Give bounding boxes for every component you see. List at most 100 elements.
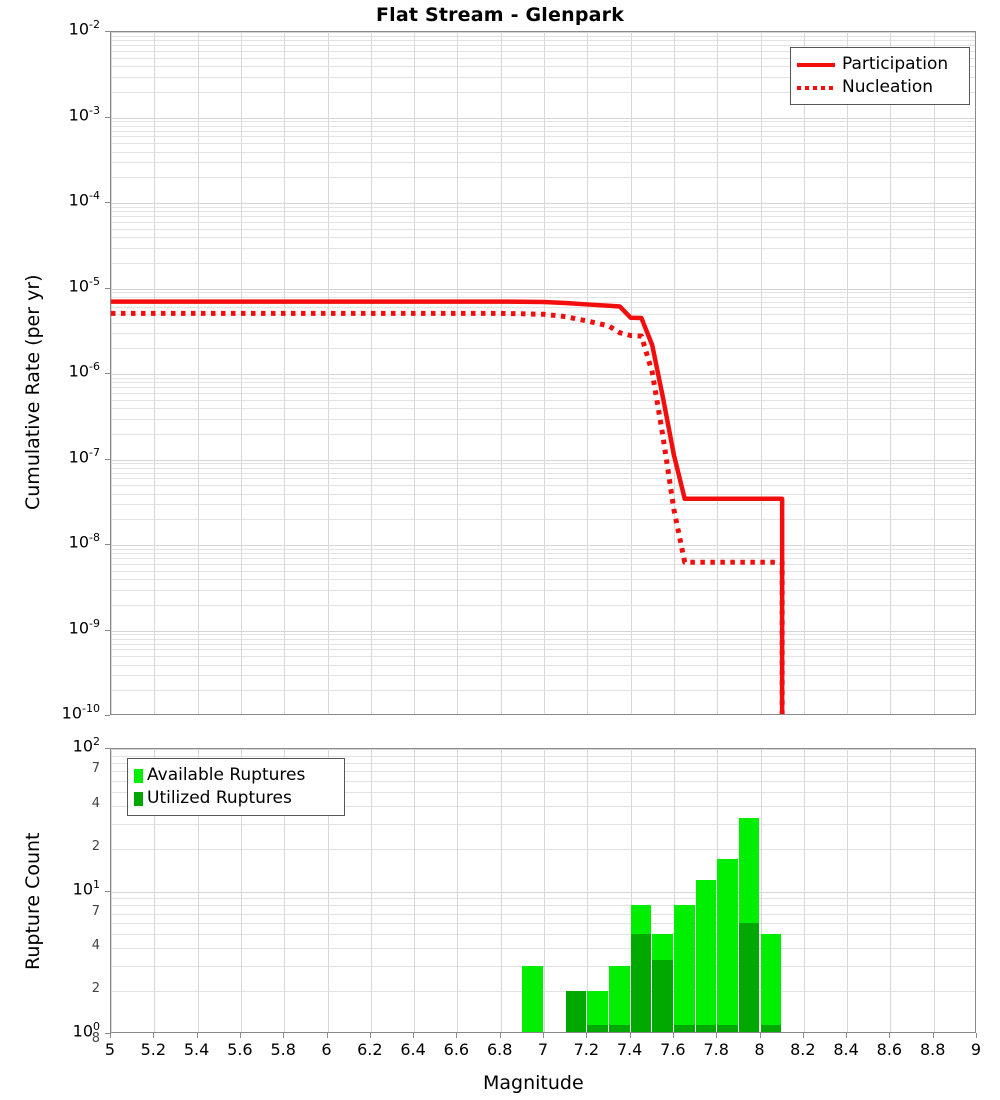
grid-line-minor (111, 780, 975, 782)
grid-line-minor (111, 206, 975, 208)
x-tick (716, 1033, 718, 1038)
grid-line-minor (111, 589, 975, 591)
grid-line-minor (111, 690, 975, 692)
x-tick (413, 1033, 415, 1038)
grid-line-minor (111, 35, 975, 37)
page-title: Flat Stream - Glenpark (375, 4, 625, 26)
grid-line-vertical (933, 32, 935, 714)
top-y-tick (105, 715, 110, 716)
bar-available (522, 966, 543, 1032)
grid-line-minor (111, 130, 975, 132)
grid-line-minor (111, 823, 975, 825)
grid-line-vertical (803, 32, 805, 714)
grid-line-vertical (284, 749, 286, 1032)
grid-line-minor (111, 322, 975, 324)
legend-item[interactable]: Nucleation (797, 76, 962, 99)
grid-line-minor (111, 548, 975, 550)
top-y-tick (105, 202, 110, 203)
grid-line-vertical (890, 749, 892, 1032)
x-tick-label: 6.6 (443, 1040, 470, 1059)
bottom-y-minor-label: 8 (91, 1031, 100, 1046)
grid-line-vertical (197, 32, 199, 714)
legend-item[interactable]: Utilized Ruptures (134, 787, 337, 810)
grid-line-minor (111, 262, 975, 264)
grid-line-minor (111, 57, 975, 59)
grid-line-vertical (500, 32, 502, 714)
bar-available (608, 966, 630, 1032)
cumulative-rate-plot (110, 31, 976, 715)
grid-line-minor (111, 348, 975, 350)
grid-line-minor (111, 570, 975, 572)
top-y-tick-label: 10-3 (68, 103, 100, 124)
grid-line-minor (111, 504, 975, 506)
grid-line-minor (111, 387, 975, 389)
legend-item[interactable]: Participation (797, 53, 962, 76)
x-tick-label: 7.8 (703, 1040, 729, 1059)
x-tick (759, 1033, 761, 1038)
legend-item[interactable]: Available Ruptures (134, 764, 337, 787)
x-tick (283, 1033, 285, 1038)
grid-line-minor (111, 247, 975, 249)
grid-line-minor (111, 392, 975, 394)
top-y-tick-label: 10-10 (61, 702, 100, 723)
x-tick (110, 1033, 111, 1038)
bar-available (760, 934, 782, 1032)
grid-line-minor (111, 791, 975, 793)
grid-line-minor (111, 399, 975, 401)
grid-line-minor (111, 675, 975, 677)
grid-line-vertical (111, 32, 112, 714)
grid-line-vertical (327, 749, 329, 1032)
x-tick-label: 5.2 (140, 1040, 167, 1059)
bar-utilized (738, 923, 760, 1032)
top-y-tick-label: 10-6 (68, 360, 100, 381)
bottom-y-tick-label: 100 (72, 1020, 100, 1041)
bar-utilized (673, 1025, 695, 1032)
grid-line-vertical (717, 32, 719, 714)
top-y-tick (105, 116, 110, 118)
grid-line-minor (111, 121, 975, 123)
grid-line-minor (111, 143, 975, 145)
grid-line-minor (111, 221, 975, 223)
grid-line-minor (111, 762, 975, 764)
grid-line-minor (111, 307, 975, 309)
top-y-axis-title: Cumulative Rate (per yr) (22, 274, 44, 510)
top-y-tick-label: 10-4 (68, 189, 100, 210)
grid-line-vertical (154, 749, 156, 1032)
bottom-y-tick (105, 748, 110, 749)
grid-line-minor (111, 418, 975, 420)
curve-nucleation (111, 310, 785, 714)
grid-line-minor (111, 634, 975, 636)
grid-line-vertical (154, 32, 156, 714)
grid-line-minor (111, 553, 975, 555)
bar-utilized (630, 934, 652, 1032)
grid-line-minor (111, 211, 975, 213)
grid-line-minor (111, 664, 975, 666)
top-y-tick (105, 458, 110, 460)
x-tick-label: 6.4 (400, 1040, 426, 1059)
legend-label: Utilized Ruptures (147, 788, 292, 808)
grid-line-minor (111, 493, 975, 495)
grid-line-minor (111, 292, 975, 294)
grid-line-vertical (500, 749, 502, 1032)
grid-line-vertical (847, 749, 849, 1032)
grid-line-minor (111, 151, 975, 153)
top-y-tick-label: 10-9 (68, 616, 100, 637)
grid-line-vertical (760, 749, 762, 1032)
x-tick (672, 1033, 674, 1038)
top-y-tick (105, 544, 110, 545)
legend-label: Nucleation (842, 77, 934, 97)
x-tick (326, 1033, 328, 1038)
grid-line-minor (111, 656, 975, 658)
grid-line-minor (111, 558, 975, 560)
grid-line-minor (111, 91, 975, 93)
grid-line-minor (111, 563, 975, 565)
grid-line-minor (111, 66, 975, 68)
grid-line-major (111, 203, 975, 204)
bar-available (695, 880, 717, 1032)
x-tick-label: 8 (754, 1040, 765, 1059)
grid-line-vertical (587, 749, 589, 1032)
grid-line-vertical (933, 749, 935, 1032)
grid-line-minor (111, 463, 975, 465)
top-y-tick (105, 373, 110, 374)
x-tick (499, 1033, 501, 1038)
